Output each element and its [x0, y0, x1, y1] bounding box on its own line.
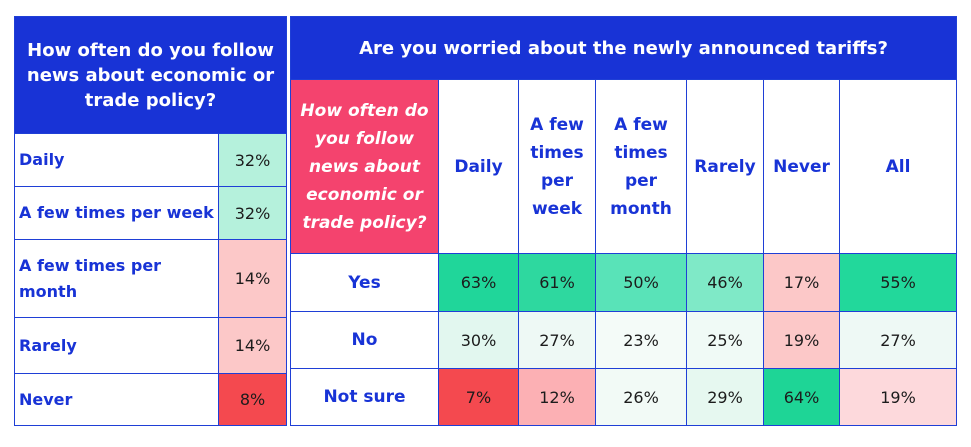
data-cell: 61% — [518, 253, 596, 312]
data-cell: 27% — [838, 311, 958, 369]
tariff-worry-table: Are you worried about the newly announce… — [289, 16, 958, 426]
row-header: Yes — [290, 253, 439, 312]
data-cell: 27% — [518, 311, 596, 369]
column-header: Rarely — [686, 79, 764, 254]
data-cell: 29% — [686, 368, 764, 426]
data-cell: 63% — [438, 253, 519, 312]
frequency-row-value: 8% — [217, 373, 288, 426]
column-header: A few times per month — [595, 79, 687, 254]
data-cell: 7% — [438, 368, 519, 426]
data-cell: 23% — [595, 311, 687, 369]
column-header: Daily — [438, 79, 519, 254]
tariff-worry-title: Are you worried about the newly announce… — [289, 16, 958, 80]
frequency-row-value: 14% — [217, 239, 288, 318]
data-cell: 12% — [518, 368, 596, 426]
frequency-table: How often do you follow news about econo… — [13, 16, 288, 426]
data-cell: 19% — [763, 311, 840, 369]
frequency-row-label: Rarely — [14, 317, 219, 374]
frequency-row-label: A few times per month — [14, 239, 219, 318]
frequency-row-label: A few times per week — [14, 186, 219, 240]
corner-header: How often do you follow news about econo… — [290, 79, 439, 254]
data-cell: 46% — [686, 253, 764, 312]
row-header: Not sure — [290, 368, 439, 426]
data-cell: 55% — [838, 253, 958, 312]
frequency-row-value: 14% — [217, 317, 288, 374]
column-header: A few times per week — [518, 79, 596, 254]
data-cell: 19% — [838, 368, 958, 426]
data-cell: 30% — [438, 311, 519, 369]
data-cell: 17% — [763, 253, 840, 312]
row-header: No — [290, 311, 439, 369]
data-cell: 26% — [595, 368, 687, 426]
frequency-table-title: How often do you follow news about econo… — [13, 16, 288, 134]
column-header: All — [838, 79, 958, 254]
frequency-row-label: Never — [14, 373, 219, 426]
data-cell: 25% — [686, 311, 764, 369]
frequency-row-value: 32% — [217, 133, 288, 187]
frequency-row-value: 32% — [217, 186, 288, 240]
column-header: Never — [763, 79, 840, 254]
data-cell: 50% — [595, 253, 687, 312]
data-cell: 64% — [763, 368, 840, 426]
frequency-row-label: Daily — [14, 133, 219, 187]
